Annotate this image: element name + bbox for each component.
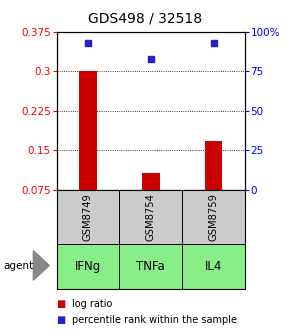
Text: GSM8759: GSM8759 <box>209 193 219 241</box>
Bar <box>79 72 97 190</box>
Text: agent: agent <box>3 261 33 271</box>
Polygon shape <box>33 251 49 280</box>
Text: log ratio: log ratio <box>72 299 113 309</box>
Point <box>86 40 90 46</box>
Text: IL4: IL4 <box>205 260 222 273</box>
Point <box>211 40 216 46</box>
Text: GSM8754: GSM8754 <box>146 193 156 241</box>
Text: TNFa: TNFa <box>136 260 165 273</box>
Bar <box>205 141 222 190</box>
Text: GSM8749: GSM8749 <box>83 193 93 241</box>
Point <box>148 56 153 61</box>
Text: ■: ■ <box>57 299 66 309</box>
Text: percentile rank within the sample: percentile rank within the sample <box>72 315 238 325</box>
Text: ■: ■ <box>57 315 66 325</box>
Bar <box>142 173 160 190</box>
Text: IFNg: IFNg <box>75 260 101 273</box>
Text: GDS498 / 32518: GDS498 / 32518 <box>88 12 202 26</box>
